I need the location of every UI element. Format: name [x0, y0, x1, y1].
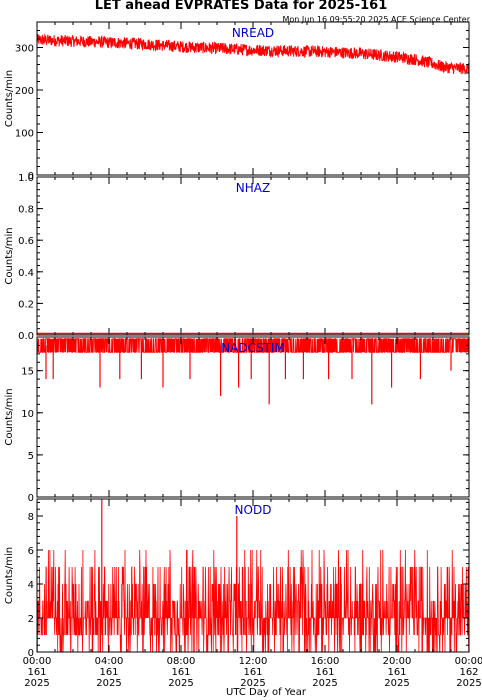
- y-tick-label: 1.0: [18, 173, 34, 184]
- y-tick-label: 8: [28, 512, 34, 523]
- y-tick-label: 10: [21, 409, 34, 420]
- y-tick-label: 100: [15, 129, 34, 140]
- y-tick-label: 2: [28, 614, 34, 625]
- x-tick-doy: 161: [243, 667, 262, 678]
- x-tick-time: 04:00: [95, 656, 124, 667]
- x-tick-doy: 161: [171, 667, 190, 678]
- y-tick-label: 0: [28, 171, 34, 182]
- y-tick-label: 0: [28, 648, 34, 659]
- x-tick-year: 2025: [240, 678, 265, 689]
- panel-nodd: 0 2 4 6 8 Counts/min NODD: [4, 498, 470, 659]
- x-tick-year: 2025: [24, 678, 49, 689]
- y-tick-label: 4: [28, 580, 34, 591]
- panel-nhaz: 0.0 0.2 0.4 0.6 0.8 1.0 Counts/min NHAZ: [4, 173, 470, 342]
- panel-label: NHAZ: [236, 181, 270, 195]
- series-line: [36, 549, 470, 653]
- chart-title: LET ahead EVPRATES Data for 2025-161: [95, 0, 388, 13]
- y-tick-label: 200: [15, 86, 34, 97]
- panel-label: NODD: [235, 503, 272, 517]
- x-tick-doy: 162: [459, 667, 478, 678]
- x-axis-label: UTC Day of Year: [226, 687, 307, 698]
- y-tick-label: 0: [28, 493, 34, 504]
- x-tick-doy: 161: [99, 667, 118, 678]
- y-axis-label: Counts/min: [4, 227, 15, 284]
- y-tick-label: 300: [15, 44, 34, 55]
- panel-label: NREAD: [232, 26, 274, 40]
- panel-nread: 0 100 200 300 Counts/min NREAD: [4, 21, 470, 182]
- x-tick-year: 2025: [456, 678, 481, 689]
- series-line: [36, 33, 470, 75]
- y-axis-label: Counts/min: [4, 547, 15, 604]
- x-tick-time: 00:00: [23, 656, 52, 667]
- y-axis-label: Counts/min: [4, 388, 15, 445]
- panel-frame: [36, 176, 470, 336]
- y-tick-label: 0.6: [18, 236, 34, 247]
- x-tick-time: 08:00: [167, 656, 196, 667]
- y-tick-label: 5: [28, 451, 34, 462]
- x-tick-year: 2025: [96, 678, 121, 689]
- x-tick-doy: 161: [387, 667, 406, 678]
- panel-frame: [36, 336, 470, 498]
- y-tick-label: 6: [28, 546, 34, 557]
- x-tick-time: 16:00: [311, 656, 340, 667]
- y-axis-label: Counts/min: [4, 70, 15, 127]
- timestamp: Mon Jun 16 09:55:20 2025 ACE Science Cen…: [282, 15, 470, 24]
- panel-nadcstim: 0 5 10 15 Counts/min NADCSTIM: [4, 336, 470, 504]
- x-tick-year: 2025: [168, 678, 193, 689]
- y-tick-label: 0.4: [18, 268, 34, 279]
- x-tick-year: 2025: [312, 678, 337, 689]
- x-tick-doy: 161: [27, 667, 46, 678]
- x-tick-time: 20:00: [383, 656, 412, 667]
- y-tick-label: 0.8: [18, 205, 34, 216]
- x-tick-year: 2025: [384, 678, 409, 689]
- y-tick-label: 0.2: [18, 299, 34, 310]
- x-tick-doy: 161: [315, 667, 334, 678]
- y-tick-label: 0.0: [18, 331, 34, 342]
- panel-label: NADCSTIM: [221, 341, 285, 355]
- x-tick-time: 00:00: [455, 656, 482, 667]
- x-tick-time: 12:00: [239, 656, 268, 667]
- y-tick-label: 15: [21, 367, 34, 378]
